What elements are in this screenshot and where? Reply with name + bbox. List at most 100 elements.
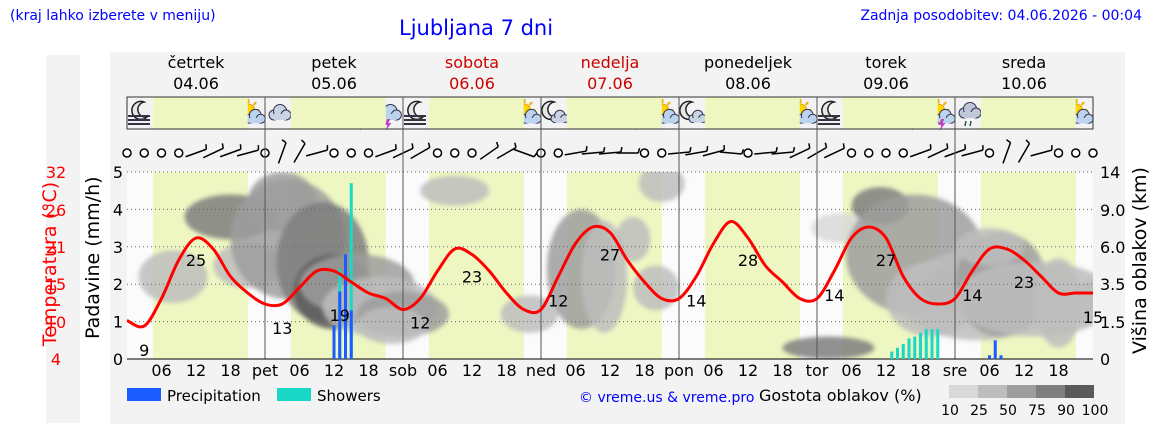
- day-abbr: pon: [664, 361, 694, 380]
- wind-barb: [961, 145, 984, 157]
- wind-barb: [450, 148, 460, 158]
- moon-fog-icon: [128, 100, 150, 125]
- day-abbr: ned: [526, 361, 556, 380]
- cloud-height-tick: 3.5: [1100, 275, 1125, 294]
- temperature-label: 14: [962, 286, 982, 305]
- temperature-label: 25: [186, 251, 206, 270]
- cloud-blob: [138, 250, 208, 303]
- wind-barb: [467, 148, 477, 158]
- temperature-label: 9: [139, 341, 149, 360]
- daylight-band: [704, 172, 800, 359]
- shower-bar: [924, 329, 928, 359]
- shower-bar: [936, 329, 940, 359]
- cloud-height-tick: 14: [1100, 163, 1120, 182]
- precipitation-bar: [344, 254, 347, 359]
- wind-row: [122, 139, 1098, 164]
- temperature-label: 15: [1083, 308, 1103, 327]
- temperature-label: 27: [876, 251, 896, 270]
- wind-barb: [564, 146, 588, 156]
- cloud-scale-label: 100: [1082, 403, 1109, 419]
- wind-barb: [496, 142, 517, 160]
- cloud-rain-icon: [958, 102, 982, 127]
- temperature-label: 14: [686, 292, 706, 311]
- cloud-scale-swatch: [949, 385, 978, 398]
- wind-barb: [122, 148, 132, 158]
- daylight-band-icons: [980, 97, 1076, 129]
- wind-barb: [789, 143, 811, 159]
- temperature-tick: 15: [46, 275, 66, 294]
- precipitation-bar: [332, 325, 336, 359]
- wind-barb: [984, 148, 995, 158]
- cloud-blob: [633, 265, 679, 311]
- hour-tick: 12: [324, 361, 344, 380]
- daylight-band-icons: [428, 97, 524, 129]
- cloud-scale-swatch: [1065, 385, 1094, 398]
- grid-lines: [127, 97, 1093, 360]
- cloud-blob: [581, 220, 628, 333]
- moon-cloud-icon: [541, 100, 570, 124]
- cloud-blob: [782, 336, 875, 359]
- cloud-height-tick: 1.5: [1100, 313, 1125, 332]
- wind-barb: [702, 145, 725, 157]
- wind-barb: [771, 146, 796, 155]
- day-name: sreda: [1002, 53, 1046, 72]
- wind-barb: [1053, 148, 1064, 158]
- temperature-label: 13: [272, 319, 292, 338]
- temperature-label: 23: [1014, 273, 1034, 292]
- cloud-scale-swatch: [1036, 385, 1065, 398]
- precipitation-tick: 5: [113, 163, 123, 182]
- wind-barb: [639, 148, 650, 158]
- legend: Precipitation Showers © vreme.us & vreme.p…: [127, 385, 1108, 419]
- wind-barb: [553, 148, 563, 158]
- day-abbr: pet: [252, 361, 278, 380]
- wind-barb: [1002, 139, 1012, 164]
- day-name: nedelja: [581, 53, 640, 72]
- day-name: torek: [865, 53, 907, 72]
- cloud-scale-label: 75: [1028, 403, 1046, 419]
- temperature-layer: 9 25 13 19 12 23 12 27 14 28 14 27 14 23 15: [126, 220, 1103, 360]
- cloud-scale-label: 25: [970, 403, 988, 419]
- shower-bar: [919, 332, 922, 359]
- daylight-band-icons: [290, 97, 386, 129]
- hour-tick: 06: [979, 361, 999, 380]
- daylight-band-icons: [152, 97, 248, 129]
- wind-barb: [277, 139, 287, 164]
- day-date: 05.06: [311, 74, 357, 93]
- day-name: četrtek: [168, 53, 226, 72]
- hour-tick: 06: [289, 361, 309, 380]
- hour-tick: 06: [565, 361, 585, 380]
- hour-tick: 18: [358, 361, 378, 380]
- cloud-icon: [268, 104, 292, 121]
- day-name: ponedeljek: [704, 53, 793, 72]
- temperature-label: 19: [330, 306, 350, 325]
- cloud-scale-swatch: [1007, 385, 1036, 398]
- wind-barb: [719, 149, 745, 155]
- temperature-line: [126, 220, 1093, 329]
- wind-barb: [305, 145, 329, 157]
- wind-barb: [1017, 139, 1031, 163]
- cloud-scale-label: 50: [999, 403, 1017, 419]
- precipitation-bars: [332, 183, 1003, 359]
- hour-tick: 12: [876, 361, 896, 380]
- wind-barb: [432, 148, 443, 158]
- cloud-blob: [615, 216, 651, 262]
- precipitation-tick: 4: [113, 200, 123, 219]
- temperature-label: 12: [548, 292, 568, 311]
- hour-tick: 18: [634, 361, 654, 380]
- wind-barb: [754, 146, 778, 155]
- wind-barb: [513, 148, 538, 158]
- daylight-band-icons: [566, 97, 662, 129]
- wind-barb: [185, 144, 208, 158]
- wind-barb: [581, 146, 606, 155]
- temperature-tick: 10: [46, 313, 66, 332]
- precipitation-tick: 0: [113, 350, 123, 369]
- moon-fog-icon: [404, 100, 426, 125]
- day-date: 06.06: [449, 74, 495, 93]
- hour-tick: 06: [703, 361, 723, 380]
- wind-barb: [1030, 145, 1053, 157]
- moon-cloud-icon: [679, 100, 708, 124]
- wind-barb: [329, 148, 339, 158]
- shower-bar: [930, 329, 934, 359]
- temperature-axis-panel: [46, 55, 80, 423]
